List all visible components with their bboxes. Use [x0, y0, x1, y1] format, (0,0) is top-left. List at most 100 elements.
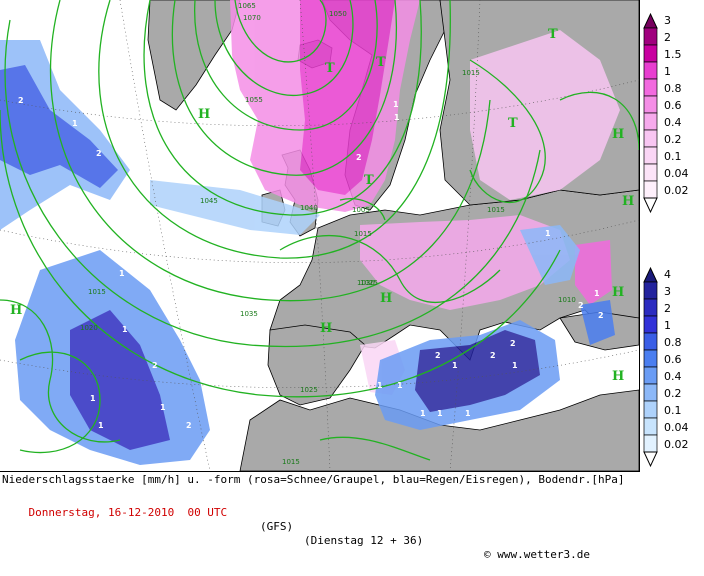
legend_snow-level-label: 0.1 [664, 150, 682, 163]
snow-area-central [360, 215, 570, 310]
isobar-label: 1025 [300, 386, 318, 394]
legend_rain-swatch [643, 281, 658, 300]
precip-value: 1 [122, 325, 128, 334]
legend_rain-swatch [643, 332, 658, 351]
footer: Niederschlagsstaerke [mm/h] u. -form (ro… [0, 472, 704, 561]
graticule-lines [0, 0, 639, 471]
isobar-lines [0, 0, 639, 461]
precip-value: 2 [96, 149, 102, 158]
legend_rain-swatch [643, 349, 658, 368]
north-africa-land [239, 389, 639, 471]
footer-copyright: © www.wetter3.de [484, 548, 590, 561]
precip-value: 2 [490, 351, 496, 360]
legend_rain-level-label: 4 [664, 268, 671, 281]
legend_rain-level-label: 0.6 [664, 353, 682, 366]
isobar-label: 1040 [300, 204, 318, 212]
precip-value: 1 [594, 289, 600, 298]
legend_rain-swatch [643, 366, 658, 385]
isobar-label: 1050 [329, 10, 347, 18]
precip-value: 1 [394, 113, 400, 122]
precip-value: 1 [98, 421, 104, 430]
rain-core-west-atlantic [70, 310, 170, 450]
isobar-label: 1025 [360, 279, 378, 287]
precip-value: 2 [578, 301, 584, 310]
isobar-label: 1065 [238, 2, 256, 10]
precip-value: 2 [598, 311, 604, 320]
legend_snow-level-label: 1 [664, 65, 671, 78]
legend_rain-level-label: 3 [664, 285, 671, 298]
legend_snow-swatch [643, 61, 658, 80]
legend-swatches [643, 12, 658, 468]
legend_snow-level-label: 0.02 [664, 184, 689, 197]
isobar-label: 1020 [80, 324, 98, 332]
legend_rain-level-label: 0.04 [664, 421, 689, 434]
snow-precip-layer [230, 0, 620, 395]
isobar-label: 1015 [88, 288, 106, 296]
high-pressure-mark: H [10, 303, 22, 318]
isobar-label: 1030 [357, 279, 375, 287]
legend_snow-swatch [643, 44, 658, 63]
legend_rain-arrow-top [643, 266, 658, 283]
precip-value: 2 [186, 421, 192, 430]
low-pressure-mark: T [376, 55, 386, 70]
legend_snow-swatch [643, 129, 658, 148]
precip-value: 1 [160, 403, 166, 412]
high-pressure-mark: H [380, 291, 392, 306]
legend_snow-swatch [643, 146, 658, 165]
precip-value: 2 [18, 96, 24, 105]
footer-description: Niederschlagsstaerke [mm/h] u. -form (ro… [2, 473, 625, 486]
isobar-label: 1045 [200, 197, 218, 205]
legend_snow-level-label: 0.4 [664, 116, 682, 129]
isobar-label: 1015 [462, 69, 480, 77]
legend_rain-swatch [643, 417, 658, 436]
legend_rain-level-label: 0.8 [664, 336, 682, 349]
legend_rain-level-label: 2 [664, 302, 671, 315]
precip-value: 1 [512, 361, 518, 370]
precip-value: 1 [397, 381, 403, 390]
snow-core-north [300, 0, 395, 195]
legend_snow-swatch [643, 78, 658, 97]
precip-value: 1 [90, 394, 96, 403]
precip-value: 1 [377, 381, 383, 390]
legend_rain-level-label: 0.02 [664, 438, 689, 451]
isobar-label: 1070 [243, 14, 261, 22]
legend-area: 3 2 1.5 1 0.8 0.6 0.4 0.2 0.1 0.04 0.02 4 3 2 1 0.8 0.6… [640, 0, 704, 490]
legend_snow-arrow-bottom [643, 197, 658, 214]
snow-area-balkan [575, 240, 612, 305]
legend_rain-swatch [643, 298, 658, 317]
footer-info-row: Donnerstag, 16-12-2010 00 UTC (GFS) (Die… [2, 492, 590, 576]
legend_snow-swatch [643, 27, 658, 46]
low-pressure-mark: T [548, 27, 558, 42]
legend_snow-swatch [643, 112, 658, 131]
legend_rain-swatch [643, 400, 658, 419]
legend_snow-swatch [643, 180, 658, 199]
high-pressure-mark: H [198, 107, 210, 122]
isobar-label: 1015 [282, 458, 300, 466]
pressure-center-group: T T T T T H H H H H H H H [10, 27, 634, 384]
precip-value: 1 [465, 409, 471, 418]
precip-value: 1 [393, 100, 399, 109]
legend_rain-level-label: 1 [664, 319, 671, 332]
isobar-label: 1005 [352, 206, 370, 214]
high-pressure-mark: H [612, 369, 624, 384]
isobar-label-group: 1065 1070 1055 1050 1045 1040 1035 1030 … [80, 2, 576, 466]
precip-value: 2 [152, 361, 158, 370]
isobar-label: 1010 [558, 296, 576, 304]
isobar-label: 1055 [245, 96, 263, 104]
high-pressure-mark: H [612, 285, 624, 300]
low-pressure-mark: T [508, 116, 518, 131]
precip-value: 1 [545, 229, 551, 238]
legend_snow-level-label: 0.2 [664, 133, 682, 146]
high-pressure-mark: H [612, 127, 624, 142]
isobar-label: 1035 [240, 310, 258, 318]
precip-value: 2 [435, 351, 441, 360]
low-pressure-mark: T [364, 173, 374, 188]
precip-value: 1 [420, 409, 426, 418]
legend_snow-level-label: 0.04 [664, 167, 689, 180]
legend_snow-level-label: 0.8 [664, 82, 682, 95]
high-pressure-mark: H [622, 194, 634, 209]
legend_snow-level-label: 1.5 [664, 48, 682, 61]
legend_rain-level-label: 0.4 [664, 370, 682, 383]
precip-value: 2 [356, 153, 362, 162]
rain-core-mediterranean [415, 330, 540, 412]
